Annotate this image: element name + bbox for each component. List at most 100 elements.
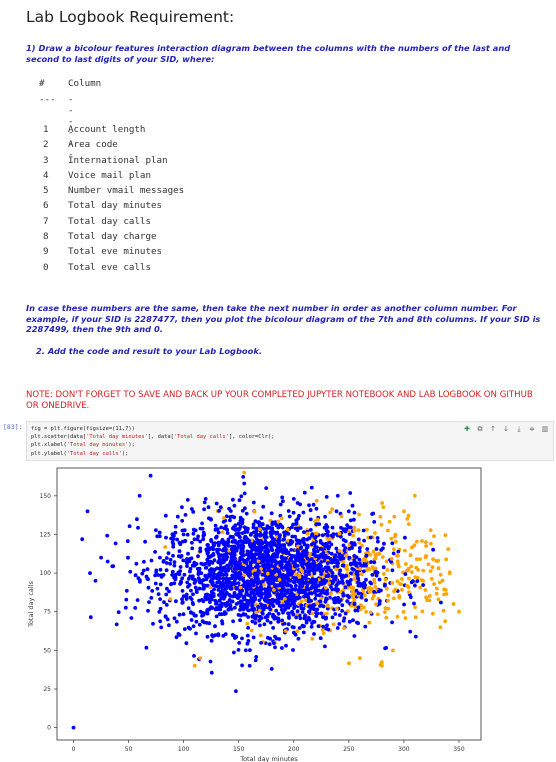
data-point [357, 549, 362, 554]
data-point [276, 616, 281, 621]
data-point [303, 615, 307, 620]
data-point [320, 533, 325, 538]
data-point [193, 528, 198, 533]
data-point [190, 546, 195, 551]
data-point [345, 599, 350, 603]
data-point [285, 527, 290, 532]
data-point [282, 543, 287, 547]
data-point [272, 588, 276, 592]
data-point [305, 545, 310, 550]
data-point [71, 725, 76, 730]
data-point [170, 532, 175, 537]
data-point [431, 557, 435, 561]
data-point [359, 603, 363, 608]
hash-header: # [39, 78, 45, 89]
data-point [262, 527, 266, 531]
data-point [251, 556, 256, 561]
data-point [408, 553, 413, 558]
data-point [239, 566, 243, 570]
data-point [222, 559, 227, 564]
data-point [403, 572, 408, 576]
code-text[interactable]: fig = plt.figure(figsize=(11,7)) plt.sca… [31, 426, 275, 457]
data-point [190, 540, 194, 545]
data-point [258, 633, 263, 638]
data-point [333, 612, 338, 616]
data-point [368, 552, 373, 557]
data-point [264, 531, 268, 536]
data-point [182, 627, 187, 631]
y-axis-label: Total day calls [27, 580, 35, 627]
data-point [278, 502, 283, 507]
data-point [247, 572, 251, 577]
data-point [367, 620, 372, 625]
data-point [309, 533, 314, 538]
data-point [254, 610, 258, 615]
data-point [304, 551, 309, 556]
data-point [124, 588, 129, 593]
data-point [310, 562, 314, 567]
data-point [271, 599, 276, 604]
data-point [167, 623, 171, 628]
data-point [364, 598, 368, 602]
data-point [296, 555, 301, 559]
code-cell[interactable]: fig = plt.figure(figsize=(11,7)) plt.sca… [26, 421, 554, 461]
data-point [320, 628, 325, 632]
data-point [374, 547, 379, 551]
data-point [196, 570, 201, 575]
data-point [374, 573, 379, 578]
data-point [297, 513, 301, 518]
data-point [228, 518, 232, 523]
data-point [105, 533, 110, 538]
data-point [272, 641, 276, 646]
data-point [284, 600, 289, 605]
data-point [268, 573, 273, 578]
data-point [314, 578, 319, 582]
merge-icon[interactable]: ≑ [529, 425, 535, 433]
add-cell-icon[interactable]: ✚ [464, 425, 470, 433]
move-up-icon[interactable]: ↑ [490, 425, 496, 433]
data-point [352, 510, 357, 515]
data-point [219, 612, 224, 617]
data-point [297, 575, 302, 579]
data-point [246, 608, 251, 613]
data-point [146, 608, 150, 613]
data-point [155, 586, 160, 591]
data-point [249, 590, 254, 595]
data-point [181, 532, 186, 537]
data-point [395, 614, 400, 619]
data-point [232, 503, 237, 508]
data-point [205, 592, 210, 597]
delete-icon[interactable]: ▥ [541, 425, 549, 433]
data-point [282, 533, 287, 538]
data-point [237, 641, 242, 645]
data-point [211, 553, 216, 557]
data-point [281, 556, 286, 561]
data-point [358, 566, 362, 571]
data-point [316, 578, 321, 582]
data-point [341, 543, 346, 548]
data-point [315, 607, 320, 612]
data-point [249, 578, 254, 582]
data-point [191, 531, 196, 536]
data-point [293, 572, 298, 577]
data-point [286, 597, 291, 602]
data-point [333, 574, 338, 579]
data-point [392, 514, 397, 519]
data-point [241, 612, 246, 616]
insert-below-icon[interactable]: ⤓ [517, 425, 521, 433]
data-point [393, 539, 398, 544]
data-point [155, 534, 160, 539]
data-point [236, 531, 241, 536]
move-down-icon[interactable]: ↓ [503, 425, 509, 433]
data-point [234, 587, 239, 591]
copy-icon[interactable]: ⧉ [477, 425, 483, 433]
data-point [177, 549, 182, 554]
data-point [338, 568, 343, 573]
data-point [390, 568, 395, 573]
data-point [391, 551, 396, 556]
data-point [260, 573, 265, 577]
data-point [421, 578, 425, 583]
data-point [253, 568, 258, 572]
data-point [294, 583, 298, 588]
data-point [421, 583, 425, 587]
